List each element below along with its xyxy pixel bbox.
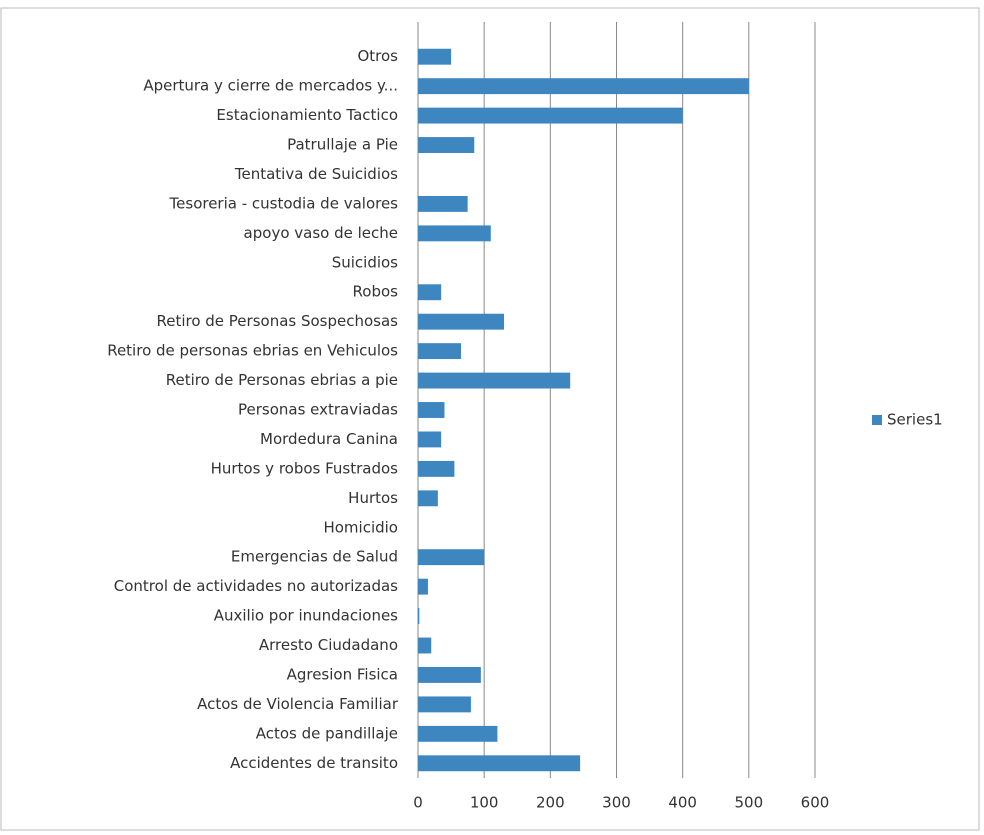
y-tick-label: Retiro de Personas Sospechosas (156, 312, 398, 330)
bar (418, 490, 438, 507)
y-tick-label: Retiro de personas ebrias en Vehiculos (107, 342, 398, 360)
bar (418, 284, 442, 301)
x-tick-label: 0 (413, 794, 423, 812)
chart-border (0, 7, 980, 831)
y-tick-label: Control de actividades no autorizadas (114, 577, 398, 595)
y-tick-label: Homicidio (323, 518, 398, 536)
bar (418, 667, 481, 683)
y-tick-label: Personas extraviadas (238, 401, 398, 419)
bar (418, 637, 432, 654)
y-tick-label: Hurtos (348, 489, 398, 507)
bar (418, 460, 455, 477)
bar (418, 343, 462, 360)
bar (418, 107, 683, 124)
x-tick-label: 400 (668, 794, 697, 812)
bar (418, 696, 471, 713)
y-tick-label: Otros (357, 47, 398, 65)
bar (418, 549, 485, 566)
x-tick-label: 300 (602, 794, 631, 812)
y-tick-label: Actos de pandillaje (256, 724, 398, 742)
y-tick-label: Estacionamiento Tactico (216, 106, 398, 124)
bar (418, 48, 452, 65)
bar (418, 372, 571, 389)
y-tick-label: Auxilio por inundaciones (214, 607, 398, 625)
legend-label: Series1 (887, 411, 943, 429)
y-tick-label: Tentativa de Suicidios (234, 165, 398, 183)
y-tick-label: Emergencias de Salud (231, 548, 398, 566)
x-tick-label: 600 (801, 794, 830, 812)
y-tick-label: Arresto Ciudadano (259, 636, 398, 654)
y-tick-label: Patrullaje a Pie (287, 136, 398, 154)
x-tick-label: 200 (536, 794, 565, 812)
bar (418, 725, 498, 742)
bar (418, 137, 475, 153)
bar (418, 313, 505, 330)
y-tick-label: Accidentes de transito (230, 754, 398, 772)
bar (418, 578, 428, 595)
y-tick-label: apoyo vaso de leche (244, 224, 398, 242)
x-tick-label: 100 (470, 794, 499, 812)
bar (418, 402, 445, 418)
y-tick-label: Retiro de Personas ebrias a pie (166, 371, 398, 389)
x-tick-label: 500 (735, 794, 764, 812)
y-tick-label: Tesoreria - custodia de valores (169, 194, 399, 212)
legend-swatch (872, 415, 882, 425)
bar (418, 225, 491, 242)
y-tick-label: Apertura y cierre de mercados y... (143, 77, 398, 95)
y-tick-label: Hurtos y robos Fustrados (211, 459, 399, 477)
y-tick-label: Actos de Violencia Familiar (197, 695, 399, 713)
y-tick-label: Agresion Fisica (287, 665, 398, 683)
y-tick-label: Robos (353, 283, 399, 301)
y-tick-label: Mordedura Canina (260, 430, 398, 448)
bar (418, 608, 420, 625)
bar (418, 195, 468, 212)
bar (418, 755, 581, 772)
bar (418, 431, 442, 448)
bar (418, 78, 749, 95)
y-tick-label: Suicidios (332, 253, 398, 271)
